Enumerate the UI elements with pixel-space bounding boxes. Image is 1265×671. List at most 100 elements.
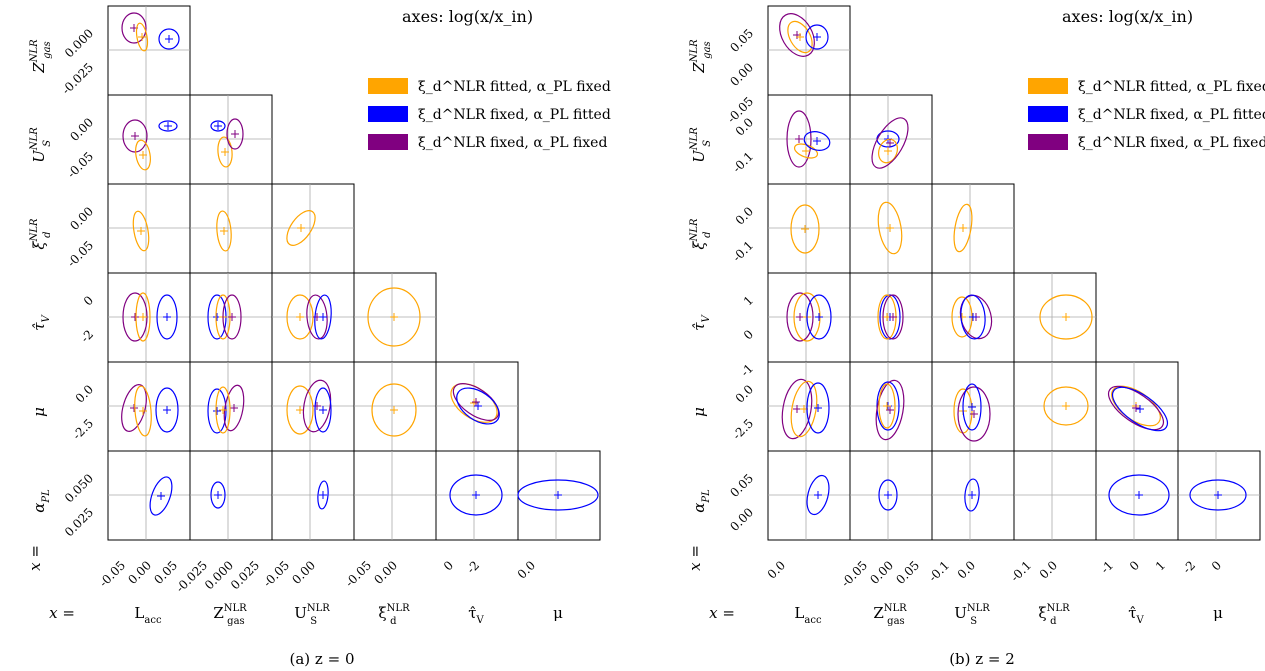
- ellipse-blue: [960, 294, 986, 340]
- corner-panel-0: axes: log(x/x_in) ξ_d^NLR fitted, α_PL fi…: [26, 5, 611, 668]
- xtick-1-1: 0.000: [202, 558, 236, 592]
- ytick-2-0: 0.0: [733, 204, 756, 227]
- cell-r1-c1: [189, 94, 273, 185]
- xlabel-3: ξNLR d: [378, 603, 410, 627]
- ytick-3-0: 0: [81, 293, 96, 308]
- xtick-2-1: 0.00: [289, 558, 318, 587]
- ellipse-blue: [806, 474, 830, 516]
- ellipse-blue: [964, 478, 980, 512]
- xtick-2-0: -0.05: [260, 558, 292, 590]
- ellipse-orange: [793, 143, 819, 159]
- ytick-5-1: 0.00: [727, 505, 756, 534]
- ellipse-orange: [787, 20, 813, 54]
- ytick-0-1: 0.00: [727, 60, 756, 89]
- legend-label-0: ξ_d^NLR fitted, α_PL fixed: [1078, 79, 1265, 95]
- cell-r3-c0: [107, 272, 191, 363]
- ellipse-purple: [786, 292, 814, 342]
- legend-swatch-orange: [368, 78, 408, 94]
- ellipse-purple: [223, 384, 245, 432]
- xlabel-5: μ: [553, 604, 563, 622]
- ellipse-blue: [1108, 474, 1170, 516]
- ellipse-blue: [962, 383, 982, 431]
- cell-frame: [1013, 272, 1097, 363]
- panel-caption: (b) z = 2: [949, 650, 1015, 668]
- legend-swatch-blue: [368, 106, 408, 122]
- row-prefix: x =: [26, 545, 44, 571]
- ellipse-purple: [302, 379, 332, 433]
- ellipse-purple: [882, 294, 904, 340]
- xlabel-1: ZNLR gas: [873, 603, 907, 627]
- cell-frame: [767, 5, 851, 96]
- ytick-2-0: 0.00: [67, 204, 96, 233]
- xtick-1-2: 0.025: [228, 558, 262, 592]
- ytick-5-0: 0.050: [62, 471, 96, 505]
- ellipse-orange: [286, 210, 316, 246]
- ellipse-blue: [805, 24, 829, 50]
- ellipse-orange: [216, 210, 232, 252]
- cell-r2-c2: [271, 183, 355, 274]
- ytick-2-1: -0.1: [730, 238, 756, 264]
- ellipse-blue: [314, 387, 332, 433]
- cell-r4-c0: [767, 361, 851, 452]
- xtick-3-0: -0.1: [1008, 558, 1034, 584]
- ellipse-blue: [806, 382, 830, 434]
- legend-label-2: ξ_d^NLR fixed, α_PL fixed: [1078, 135, 1265, 151]
- ellipse-purple: [875, 379, 905, 441]
- xtick-0-0: -0.05: [96, 558, 128, 590]
- xlabel-2: UNLR S: [954, 603, 990, 627]
- ytick-1-1: -0.05: [64, 149, 96, 181]
- ellipse-purple: [306, 294, 328, 340]
- ellipse-purple: [452, 383, 500, 421]
- cell-r5-c0: [107, 450, 191, 541]
- ellipse-orange: [790, 380, 818, 438]
- ylabel-3: τ̂V: [30, 313, 52, 330]
- cell-r4-c3: [1013, 361, 1097, 452]
- cell-frame: [189, 94, 273, 185]
- xlabel-2: UNLR S: [294, 603, 330, 627]
- cell-r1-c0: [767, 94, 851, 185]
- ylabel-4: μ: [690, 407, 708, 417]
- ellipse-blue: [456, 387, 500, 425]
- ellipse-blue: [158, 28, 180, 50]
- cell-frame: [767, 361, 851, 452]
- cell-r4-c3: [353, 361, 437, 452]
- ylabel-0: ZNLR gas: [29, 39, 53, 74]
- xtick-1-2: 0.05: [893, 558, 922, 587]
- ellipse-purple: [786, 110, 812, 168]
- ylabel-5: αPL: [690, 489, 712, 513]
- xtick-1-1: 0.00: [867, 558, 896, 587]
- xtick-3-1: 0.0: [1037, 558, 1060, 581]
- cell-r3-c3: [1013, 272, 1097, 363]
- ellipse-orange: [135, 292, 151, 342]
- xlabel-4: τ̂V: [1128, 604, 1144, 626]
- xtick-1-0: -0.025: [173, 558, 210, 595]
- ellipse-blue: [878, 479, 898, 511]
- cell-frame: [107, 5, 191, 96]
- cell-r2-c0: [107, 183, 191, 274]
- cell-r4-c1: [189, 361, 273, 452]
- cell-r0-c0: [107, 5, 191, 96]
- ellipse-purple: [781, 378, 813, 440]
- ellipse-purple: [957, 386, 991, 442]
- ellipse-blue: [155, 387, 179, 433]
- xtick-1-0: -0.05: [838, 558, 870, 590]
- ellipse-blue: [449, 474, 503, 516]
- xlabel-0: Lacc: [794, 604, 822, 626]
- ellipse-blue: [806, 294, 832, 340]
- xtick-3-0: -0.05: [342, 558, 374, 590]
- xtick-4-0: 0: [441, 558, 456, 573]
- ellipse-orange: [134, 385, 152, 437]
- ytick-0-0: 0.05: [727, 26, 756, 55]
- cell-frame: [931, 183, 1015, 274]
- xlabel-4: τ̂V: [468, 604, 484, 626]
- x-prefix: x =: [49, 604, 75, 622]
- ylabel-1: UNLR S: [29, 127, 53, 163]
- ellipse-orange: [877, 201, 903, 255]
- xtick-4-0: -1: [1098, 558, 1116, 576]
- ylabel-5: αPL: [30, 489, 52, 513]
- ellipse-purple: [222, 294, 242, 340]
- cell-frame: [767, 94, 851, 185]
- corner-panel-1: axes: log(x/x_in) ξ_d^NLR fitted, α_PL fi…: [686, 5, 1265, 668]
- ellipse-blue: [149, 476, 173, 516]
